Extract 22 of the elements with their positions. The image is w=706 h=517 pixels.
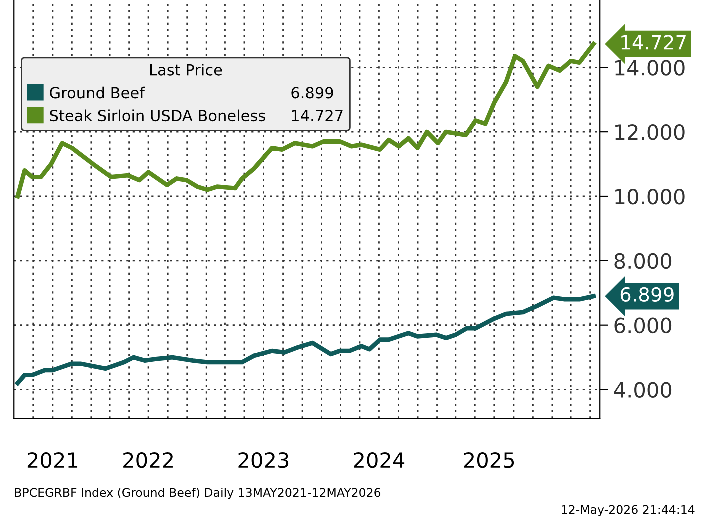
y-tick-label: 10.000	[616, 188, 685, 205]
x-tick-label: 2024	[354, 452, 405, 468]
x-tick-label: 2023	[238, 452, 289, 468]
x-tick-label: 2025	[464, 452, 514, 468]
data-label: 6.899	[620, 287, 674, 302]
y-tick-label: 12.000	[616, 124, 685, 140]
legend-title: Last Price	[150, 64, 222, 76]
text: BPCEGRBF Index (Ground Beef) Daily 13MAY2021-12MAY2026	[15, 488, 381, 500]
legend-label: Steak Sirloin USDA Boneless	[50, 110, 266, 122]
text: 6.899	[292, 87, 334, 99]
legend-label: Ground Beef	[50, 86, 146, 99]
text: 12-May-2026 21:44:14	[562, 505, 695, 517]
y-tick-label: 6.000	[614, 318, 672, 334]
text: 14.727	[292, 110, 343, 122]
y-tick-label: 4.000	[614, 382, 672, 398]
line-series	[16, 42, 596, 199]
data-label: 14.727	[622, 35, 686, 50]
x-tick-label: 2021	[28, 452, 78, 468]
y-tick-label: 8.000	[614, 253, 672, 270]
y-tick-label: 14.000	[616, 60, 685, 76]
x-tick-label: 2022	[124, 452, 173, 468]
line-series	[16, 294, 596, 386]
